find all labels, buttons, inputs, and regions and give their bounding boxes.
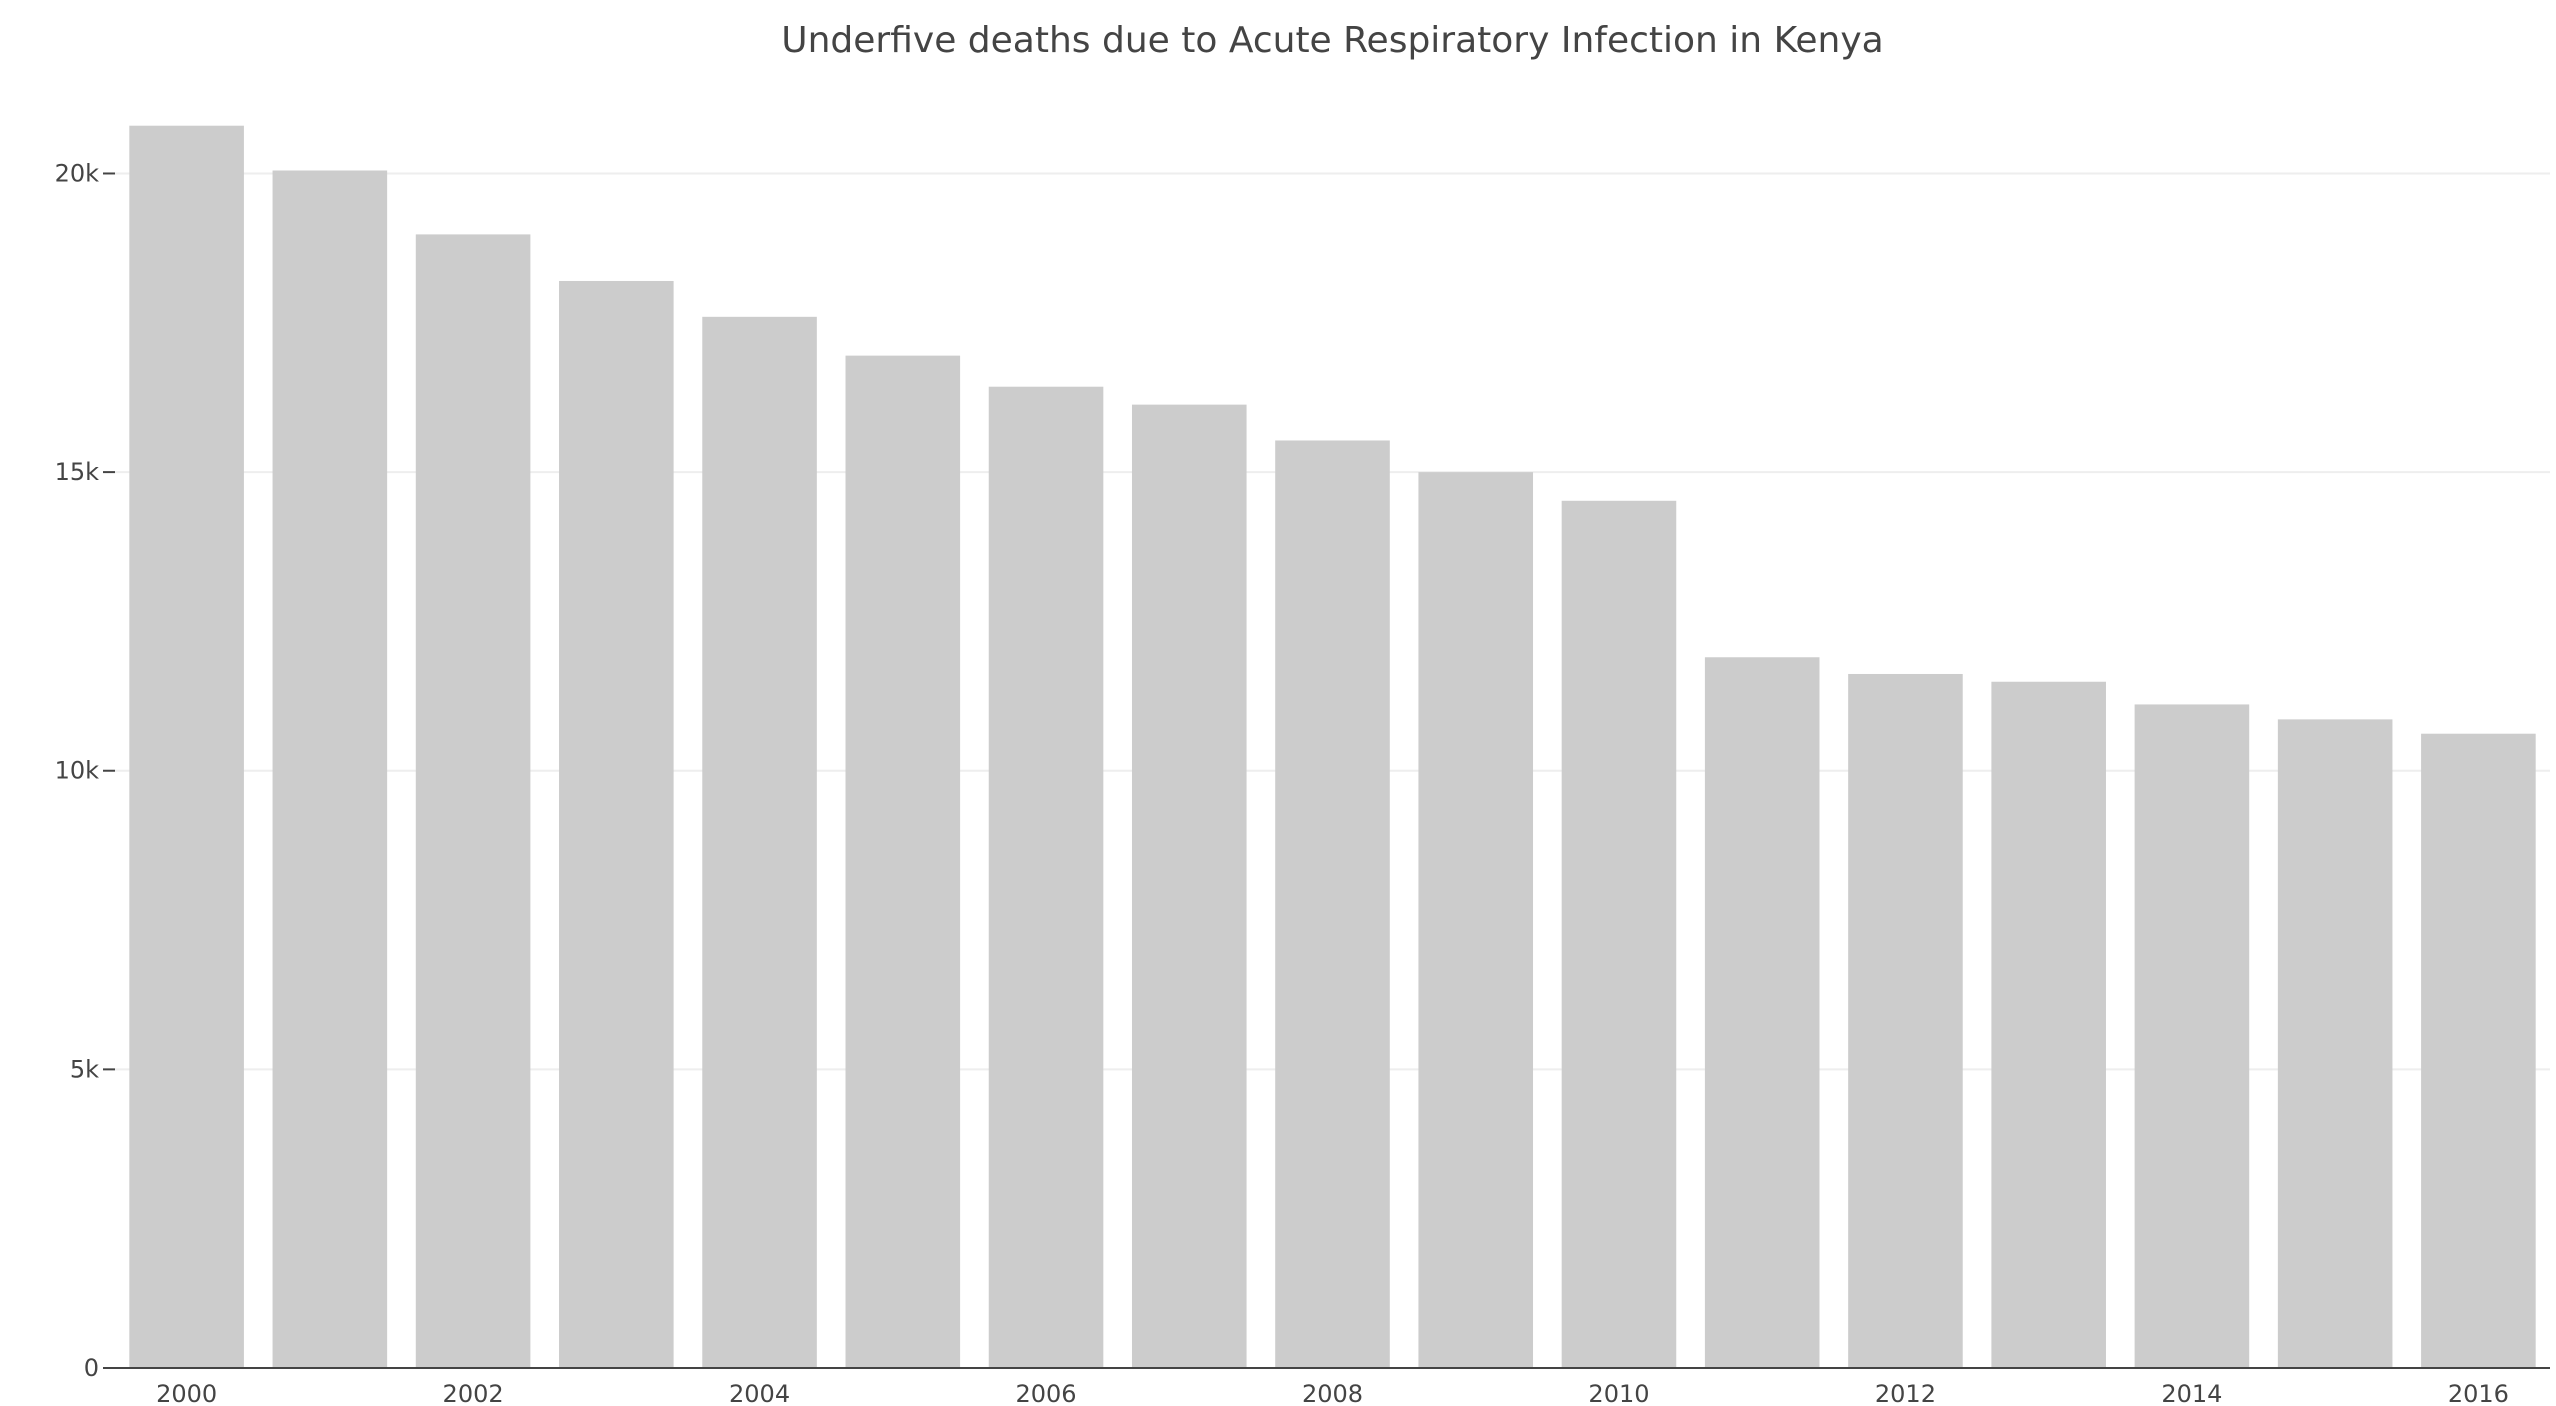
bar-2014[interactable] — [2134, 704, 2250, 1368]
bar-2002[interactable] — [415, 234, 531, 1368]
x-tick-label: 2006 — [1015, 1380, 1076, 1406]
bar-2015[interactable] — [2277, 719, 2393, 1368]
bar-2004[interactable] — [702, 316, 817, 1369]
bar-2001[interactable] — [272, 170, 388, 1368]
bar-2007[interactable] — [1131, 404, 1247, 1369]
x-tick-label: 2014 — [2161, 1380, 2222, 1406]
bar-2012[interactable] — [1848, 673, 1963, 1368]
bar-2013[interactable] — [1991, 681, 2106, 1368]
x-tick-label: 2010 — [1588, 1380, 1649, 1406]
bar-2003[interactable] — [559, 280, 674, 1368]
bar-2008[interactable] — [1275, 440, 1390, 1368]
y-tick-label: 0 — [84, 1354, 99, 1382]
bar-2010[interactable] — [1561, 500, 1677, 1368]
bar-2011[interactable] — [1704, 657, 1820, 1368]
x-tick-label: 2012 — [1875, 1380, 1936, 1406]
bars — [129, 125, 2536, 1369]
bar-2005[interactable] — [845, 355, 961, 1369]
x-tick-label: 2008 — [1302, 1380, 1363, 1406]
chart-title: Underfive deaths due to Acute Respirator… — [781, 20, 1883, 61]
bar-2000[interactable] — [129, 125, 244, 1369]
x-axis-tick-labels: 2000 2002 2004 2006 2008 2010 2012 2014 2016 — [156, 1380, 2509, 1406]
bar-2009[interactable] — [1418, 472, 1534, 1368]
x-tick-label: 2004 — [729, 1380, 790, 1406]
bar-2016[interactable] — [2421, 733, 2536, 1368]
y-tick-label: 20k — [55, 159, 100, 187]
bar-2006[interactable] — [988, 386, 1104, 1368]
y-tick-label: 5k — [70, 1055, 99, 1083]
axes — [103, 172, 2550, 1369]
x-tick-label: 2002 — [443, 1380, 504, 1406]
x-tick-label: 2016 — [2448, 1380, 2509, 1406]
y-tick-label: 10k — [55, 757, 100, 785]
y-axis-tick-labels: 0 5k 10k 15k 20k — [55, 159, 100, 1382]
x-tick-label: 2000 — [156, 1380, 217, 1406]
y-tick-label: 15k — [55, 458, 100, 486]
